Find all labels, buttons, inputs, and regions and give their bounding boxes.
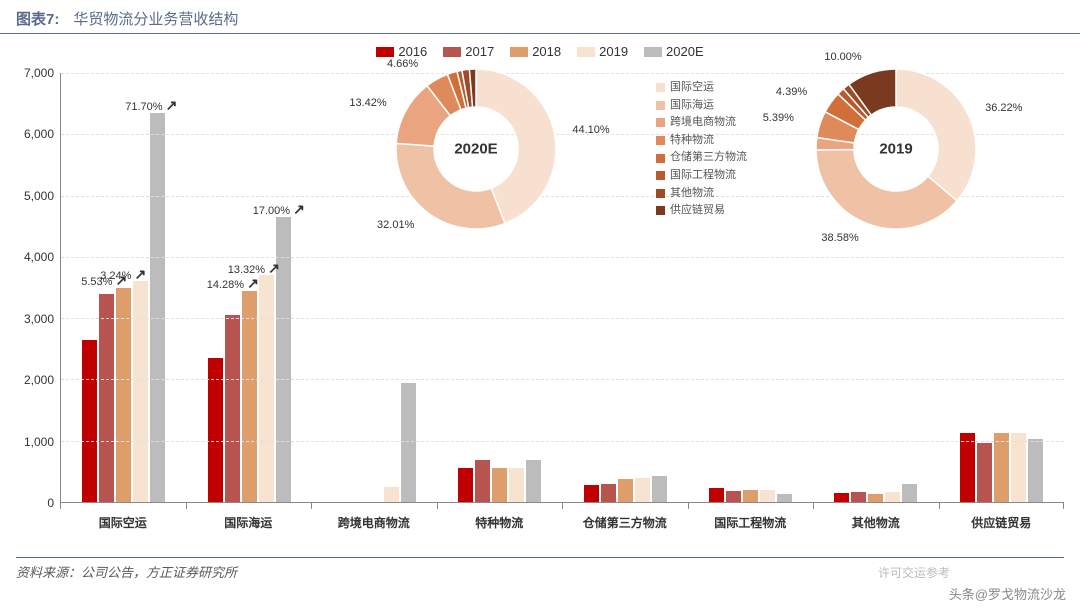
growth-annotation: 13.32% ↗: [228, 260, 280, 277]
slice-label: 32.01%: [377, 219, 414, 231]
bar: [885, 492, 900, 502]
donut-2019: 2019: [816, 69, 976, 229]
gridline: [61, 379, 1064, 380]
pie-legend-item: 跨境电商物流: [656, 114, 747, 132]
y-tick: 7,000: [24, 66, 54, 80]
bar: [99, 294, 114, 502]
figure-container: 图表7: 华贸物流分业务营收结构 2016 2017 2018 2019 2020E 0…: [0, 0, 1080, 611]
pie-category-legend: 国际空运国际海运跨境电商物流特种物流仓储第三方物流国际工程物流其他物流供应链贸易: [656, 79, 747, 220]
bar: [834, 493, 849, 502]
bar: [225, 315, 240, 502]
bar: [401, 383, 416, 503]
bar: [384, 487, 399, 502]
slice-label: 38.58%: [821, 232, 858, 244]
pie-legend-item: 国际工程物流: [656, 167, 747, 185]
slice-label: 4.66%: [387, 58, 418, 70]
gridline: [61, 441, 1064, 442]
bar: [902, 484, 917, 502]
bar: [492, 468, 507, 502]
y-tick: 6,000: [24, 127, 54, 141]
slice-label: 44.10%: [572, 124, 609, 136]
slice-label: 10.00%: [824, 51, 861, 63]
growth-annotation: 3.24% ↗: [100, 266, 146, 283]
x-label: 特种物流: [437, 514, 563, 531]
bar: [475, 460, 490, 502]
watermark-secondary: 许可交运参考: [878, 564, 950, 581]
bar: [743, 490, 758, 502]
bar: [1011, 433, 1026, 502]
bar: [960, 433, 975, 502]
y-tick: 1,000: [24, 435, 54, 449]
figure-number: 图表7:: [16, 8, 59, 29]
bar: [509, 468, 524, 502]
bar: [133, 281, 148, 502]
x-label: 其他物流: [813, 514, 939, 531]
y-tick: 2,000: [24, 373, 54, 387]
slice-label: 36.22%: [985, 102, 1022, 114]
bar: [709, 488, 724, 502]
pie-legend-item: 国际空运: [656, 79, 747, 97]
legend-item-2019: 2019: [577, 44, 628, 59]
bar: [584, 485, 599, 502]
bar: [259, 275, 274, 502]
slice-label: 13.42%: [349, 97, 386, 109]
bar: [868, 494, 883, 502]
bar: [777, 494, 792, 502]
x-label: 仓储第三方物流: [562, 514, 688, 531]
bar: [851, 492, 866, 502]
bar: [977, 443, 992, 502]
legend-item-2016: 2016: [376, 44, 427, 59]
x-label: 国际工程物流: [688, 514, 814, 531]
bar: [150, 113, 165, 502]
x-label: 国际空运: [60, 514, 186, 531]
gridline: [61, 257, 1064, 258]
bar: [601, 484, 616, 502]
x-label: 供应链贸易: [939, 514, 1065, 531]
bar: [1028, 439, 1043, 502]
title-row: 图表7: 华贸物流分业务营收结构: [0, 0, 1080, 34]
donut-2019-label: 2019: [879, 141, 912, 158]
pie-legend-item: 其他物流: [656, 185, 747, 203]
y-tick: 5,000: [24, 189, 54, 203]
bar: [726, 491, 741, 502]
bar: [526, 460, 541, 502]
y-axis: 01,0002,0003,0004,0005,0006,0007,000: [16, 73, 60, 503]
x-label: 跨境电商物流: [311, 514, 437, 531]
pie-legend-item: 仓储第三方物流: [656, 149, 747, 167]
bar: [760, 490, 775, 502]
figure-title: 华贸物流分业务营收结构: [73, 8, 238, 29]
bar: [458, 468, 473, 502]
bar: [618, 479, 633, 502]
y-tick: 0: [47, 496, 54, 510]
legend-item-2020E: 2020E: [644, 44, 704, 59]
pie-legend-item: 特种物流: [656, 132, 747, 150]
legend-item-2017: 2017: [443, 44, 494, 59]
donut-2020e: 2020E: [396, 69, 556, 229]
x-label: 国际海运: [186, 514, 312, 531]
growth-annotation: 17.00% ↗: [253, 201, 305, 218]
watermark-main: 头条@罗戈物流沙龙: [949, 584, 1066, 603]
year-legend: 2016 2017 2018 2019 2020E: [0, 34, 1080, 63]
donut-2020e-label: 2020E: [454, 141, 497, 158]
growth-annotation: 71.70% ↗: [125, 97, 177, 114]
bar: [994, 433, 1009, 502]
x-axis-labels: 国际空运国际海运跨境电商物流特种物流仓储第三方物流国际工程物流其他物流供应链贸易: [60, 514, 1064, 531]
growth-annotation: 14.28% ↗: [207, 275, 259, 292]
legend-item-2018: 2018: [510, 44, 561, 59]
y-tick: 4,000: [24, 250, 54, 264]
gridline: [61, 318, 1064, 319]
pie-legend-item: 国际海运: [656, 97, 747, 115]
chart-area: 0 1,000 2,000 3,000 4,000 5,000 6,000 7,000 国际空…: [16, 63, 1064, 553]
bar: [82, 340, 97, 502]
donut-slice: [896, 69, 976, 201]
bar: [116, 288, 131, 503]
slice-label: 5.39%: [763, 112, 794, 124]
bar: [242, 291, 257, 502]
bar: [635, 478, 650, 503]
bar: [652, 476, 667, 502]
slice-label: 4.39%: [776, 86, 807, 98]
y-tick: 3,000: [24, 312, 54, 326]
pie-legend-item: 供应链贸易: [656, 202, 747, 220]
